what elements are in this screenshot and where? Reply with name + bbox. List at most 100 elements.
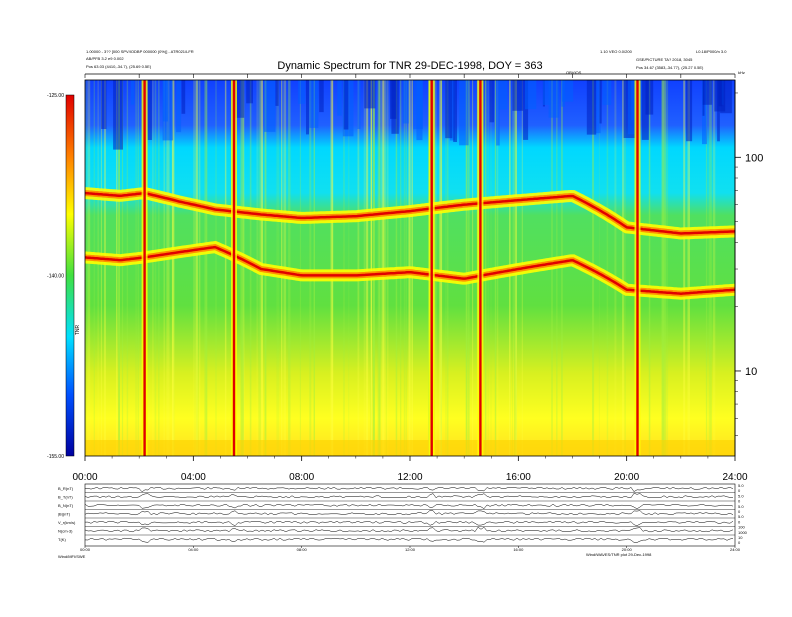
texture-stripe xyxy=(152,80,154,456)
texture-block xyxy=(181,80,186,114)
texture-block xyxy=(645,80,654,115)
panel-trace xyxy=(84,486,734,493)
texture-block xyxy=(459,80,469,146)
panel-trace xyxy=(84,503,734,510)
burst-core xyxy=(636,80,639,456)
texture-stripe xyxy=(199,80,201,456)
texture-block xyxy=(595,80,601,134)
texture-block xyxy=(523,80,529,140)
header-right-line: GSE/PICTURE TA? 2018, 3045 xyxy=(636,57,693,62)
burst-core xyxy=(479,80,482,456)
header-right-line: L0.18/P000/n 3.0 xyxy=(696,49,727,54)
texture-stripe xyxy=(624,80,626,456)
panel-trace xyxy=(84,510,734,516)
panel-right-tick: 0 xyxy=(738,499,741,504)
x-tick-label: 12:00 xyxy=(397,472,422,483)
texture-stripe xyxy=(240,80,243,456)
texture-stripe xyxy=(343,80,345,456)
texture-block xyxy=(232,80,245,118)
colorbar-bar xyxy=(65,94,75,457)
panel-footer-left: Wind/MFI/SWE xyxy=(58,554,86,559)
texture-stripe xyxy=(487,80,489,456)
panel-x-tick-label: 00:00 xyxy=(80,547,91,552)
texture-stripe xyxy=(121,80,124,456)
panel-right-tick: 5.0 xyxy=(738,504,744,509)
texture-block xyxy=(599,80,602,124)
panel-right-tick: 100 xyxy=(738,525,745,530)
texture-block xyxy=(298,80,306,104)
texture-block xyxy=(641,80,649,140)
texture-stripe xyxy=(97,80,99,456)
panel-trace xyxy=(84,537,734,543)
texture-stripe xyxy=(666,80,669,456)
texture-stripe xyxy=(195,80,198,456)
header-left-line: Pos 63.03 (4410,-34.7), (25.69 0.5E) xyxy=(86,64,152,69)
panel-right-tick: 1000 xyxy=(738,530,748,535)
texture-stripe xyxy=(118,80,120,456)
x-tick-label: 08:00 xyxy=(289,472,314,483)
texture-stripe xyxy=(357,80,360,456)
y-tick-label: 10 xyxy=(745,366,757,378)
texture-block xyxy=(176,80,182,133)
texture-stripe xyxy=(241,80,244,456)
texture-stripe xyxy=(606,80,609,456)
texture-block xyxy=(489,80,495,123)
texture-stripe xyxy=(206,80,208,456)
texture-stripe xyxy=(648,80,651,456)
texture-block xyxy=(445,80,453,139)
header-left-line: AB/PFB 3.2 e9 0.002 xyxy=(86,56,124,61)
texture-block xyxy=(542,80,551,105)
panel-trace xyxy=(85,520,734,527)
texture-block xyxy=(512,80,524,111)
chart-title: Dynamic Spectrum for TNR 29-DEC-1998, DO… xyxy=(277,60,542,72)
texture-stripe xyxy=(93,80,95,456)
panel-right-tick: 10 xyxy=(738,535,743,540)
texture-stripe xyxy=(173,80,175,456)
texture-stripe xyxy=(242,80,245,456)
texture-block xyxy=(309,80,319,128)
texture-block xyxy=(319,80,324,113)
texture-block xyxy=(496,80,500,146)
texture-block xyxy=(275,80,279,106)
panel-label: V_r(km/s) xyxy=(58,520,76,525)
texture-stripe xyxy=(434,80,437,456)
texture-stripe xyxy=(118,80,120,456)
colorbar-tick-label: -155.00 xyxy=(47,454,64,460)
texture-stripe xyxy=(373,80,375,456)
texture-block xyxy=(357,80,361,129)
texture-stripe xyxy=(468,80,470,456)
texture-stripe xyxy=(332,80,333,456)
header-right-line: 1.10 VEO 0.0/200 xyxy=(600,49,633,54)
panel-right-tick: 0 xyxy=(738,540,741,545)
y-tick-label: 100 xyxy=(745,152,763,164)
texture-block xyxy=(525,80,537,110)
parameter-panels: B_R(nT) B_T(nT) B_N(nT) |B|(nT) V_r(km/s) N(c… xyxy=(58,483,748,552)
texture-stripe xyxy=(135,80,138,456)
texture-stripe xyxy=(662,80,664,456)
colorbar-tick-label: -140.00 xyxy=(47,274,64,280)
panel-label: B_N(nT) xyxy=(58,503,74,508)
texture-block xyxy=(337,80,342,116)
texture-block xyxy=(561,80,574,102)
panel-x-tick-label: 08:00 xyxy=(297,547,308,552)
panel-label: B_T(nT) xyxy=(58,494,73,499)
texture-stripe xyxy=(163,80,166,456)
panel-x-tick-label: 16:00 xyxy=(513,547,524,552)
panel-right-tick: 5.0 xyxy=(738,493,744,498)
colorbar-tick-label: -125.00 xyxy=(47,93,64,99)
texture-stripe xyxy=(373,80,375,456)
spectrogram-plot xyxy=(85,80,735,456)
panel-trace xyxy=(84,493,733,499)
texture-block xyxy=(364,80,376,109)
texture-stripe xyxy=(366,80,369,456)
texture-stripe xyxy=(445,80,447,456)
texture-stripe xyxy=(661,80,665,456)
texture-stripe xyxy=(377,80,380,456)
panel-x-tick-label: 12:00 xyxy=(405,547,416,552)
texture-block xyxy=(147,80,152,140)
colorbar-ticks: -125.00 -140.00 -155.00 xyxy=(47,93,64,460)
texture-stripe xyxy=(466,80,469,456)
texture-stripe xyxy=(171,80,173,456)
texture-stripe xyxy=(705,80,708,456)
